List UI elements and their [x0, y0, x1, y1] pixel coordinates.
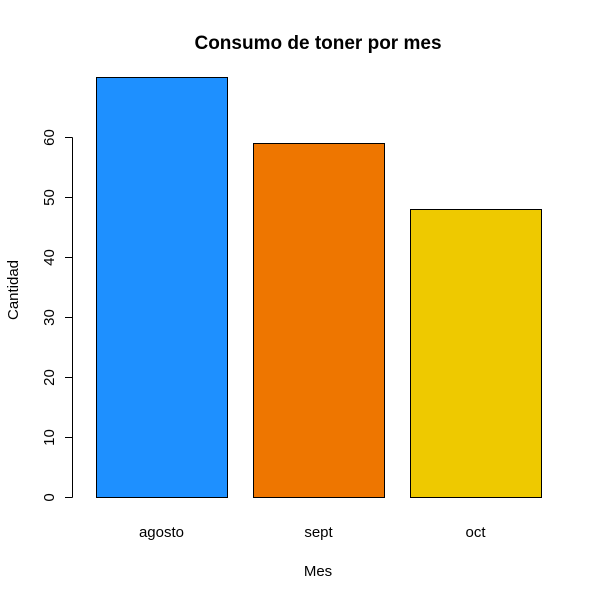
bar-agosto [96, 77, 228, 498]
chart-title: Consumo de toner por mes [194, 33, 441, 54]
y-tick-label-50: 50 [41, 189, 58, 206]
y-tick-label-0: 0 [41, 493, 58, 501]
x-axis-label: Mes [304, 563, 332, 580]
y-tick-label-10: 10 [41, 429, 58, 446]
y-axis: 0 10 20 30 40 50 60 [41, 129, 73, 502]
x-tick-label-oct: oct [465, 524, 486, 541]
bars-group [96, 77, 542, 498]
y-tick-label-20: 20 [41, 369, 58, 386]
bar-oct [410, 209, 542, 498]
y-axis-label: Cantidad [5, 260, 22, 320]
x-tick-label-sept: sept [304, 524, 333, 541]
y-tick-label-40: 40 [41, 249, 58, 266]
x-axis-category-labels: agosto sept oct [139, 524, 486, 541]
y-tick-label-30: 30 [41, 309, 58, 326]
bar-sept [253, 143, 385, 498]
y-tick-label-60: 60 [41, 129, 58, 146]
x-tick-label-agosto: agosto [139, 524, 184, 541]
